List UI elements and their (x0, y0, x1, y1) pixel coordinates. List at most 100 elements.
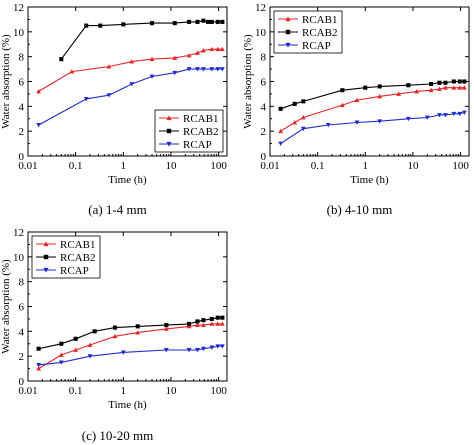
legend-label-rcap: RCAP (302, 40, 331, 52)
data-point-rcab2 (149, 21, 155, 26)
x-tick-label: 0.01 (18, 385, 37, 397)
data-point-rcap (201, 67, 206, 72)
data-point-rcap (129, 82, 135, 87)
data-point-rcab2 (36, 346, 41, 351)
data-point-rcab1 (106, 64, 112, 69)
data-point-rcab2 (363, 85, 368, 90)
x-tick-label: 10 (165, 385, 177, 397)
legend-label-rcap: RCAP (183, 139, 212, 151)
legend-marker-rcab2 (43, 254, 49, 260)
legend-label-rcab1: RCAB1 (60, 239, 95, 251)
series-line-rcab2 (38, 317, 223, 350)
y-tick-label: 12 (13, 227, 24, 239)
data-point-rcab1 (215, 46, 221, 52)
data-point-rcab2 (220, 315, 225, 320)
data-point-rcap (186, 348, 192, 353)
data-point-rcap (36, 123, 42, 128)
legend-label-rcap: RCAP (60, 265, 89, 277)
y-tick-label: 4 (261, 101, 267, 113)
data-point-rcab2 (215, 19, 220, 24)
data-point-rcab2 (201, 18, 206, 23)
data-point-rcab2 (457, 79, 462, 84)
data-point-rcab2 (220, 19, 225, 24)
data-point-rcab2 (84, 23, 89, 28)
panel-caption: (c) 10-20 mm (82, 428, 153, 443)
y-tick-label: 8 (19, 277, 25, 289)
series-line-rcap (38, 345, 223, 366)
data-point-rcap (451, 111, 457, 117)
data-point-rcab1 (135, 330, 141, 335)
data-point-rcab2 (59, 57, 64, 62)
data-point-rcab1 (112, 333, 118, 339)
y-tick-label: 8 (19, 52, 25, 64)
x-tick-label: 10 (165, 160, 177, 172)
data-point-rcab1 (443, 85, 448, 90)
data-point-rcab1 (461, 85, 467, 90)
data-point-rcab1 (219, 46, 225, 52)
data-point-rcab1 (201, 322, 206, 328)
legend-label-rcab1: RCAB1 (183, 113, 218, 125)
data-point-rcab1 (36, 366, 42, 371)
data-point-rcab2 (429, 81, 434, 87)
series-line-rcab1 (280, 87, 465, 132)
data-point-rcab1 (69, 69, 75, 74)
series-line-rcap (280, 111, 465, 145)
x-tick-label: 0.1 (69, 385, 83, 397)
y-tick-label: 8 (261, 52, 267, 64)
data-point-rcap (443, 113, 448, 118)
data-point-rcab2 (121, 22, 126, 27)
data-point-rcap (106, 93, 112, 98)
x-tick-label: 0.1 (69, 160, 83, 172)
data-point-rcab2 (73, 336, 78, 341)
chart-panel-c: 0 2 4 6 8 10 12 0.01 0.1 1 10 100 Time (h) Water abso… (0, 227, 228, 443)
y-tick-label: 2 (19, 126, 25, 138)
legend-label-rcab2: RCAB2 (302, 27, 337, 39)
data-point-rcab1 (172, 55, 178, 60)
data-point-rcap (424, 115, 430, 120)
data-point-rcab1 (209, 321, 215, 326)
data-point-rcab1 (186, 53, 192, 58)
data-point-rcab1 (354, 97, 360, 103)
data-point-rcap (278, 141, 284, 146)
data-point-rcab2 (187, 19, 192, 24)
x-axis-label: Time (h) (350, 174, 389, 186)
data-point-rcab1 (186, 323, 192, 329)
data-point-rcap (120, 350, 126, 355)
y-tick-label: 4 (19, 326, 25, 338)
data-point-rcab1 (278, 128, 284, 134)
data-point-rcab1 (339, 102, 345, 108)
legend-label-rcab2: RCAB2 (183, 126, 218, 138)
data-point-rcap (186, 67, 192, 72)
data-point-rcab2 (292, 101, 297, 106)
legend-marker-rcap (43, 267, 49, 273)
data-point-rcap (215, 67, 221, 72)
data-point-rcab2 (92, 329, 97, 334)
data-point-rcap (405, 116, 411, 122)
data-point-rcab1 (195, 322, 200, 328)
y-tick-label: 0 (261, 151, 267, 163)
data-point-rcab2 (201, 318, 206, 323)
data-point-rcab2 (112, 325, 118, 330)
legend-label-rcab2: RCAB2 (60, 252, 95, 264)
legend-marker-rcap (166, 141, 172, 147)
data-point-rcab2 (195, 319, 200, 324)
data-point-rcap (437, 113, 442, 118)
data-point-rcab1 (428, 87, 434, 93)
data-point-rcab1 (451, 85, 457, 90)
y-tick-label: 2 (261, 126, 267, 138)
series-line-rcab2 (280, 80, 465, 110)
x-tick-label: 0.01 (260, 160, 279, 172)
data-point-rcap (219, 344, 225, 349)
legend-marker-rcab1 (285, 16, 291, 22)
data-point-rcap (219, 67, 225, 72)
data-point-rcab2 (301, 99, 306, 104)
y-tick-label: 12 (13, 2, 24, 14)
y-tick-label: 10 (255, 27, 267, 39)
data-point-rcab2 (187, 321, 192, 326)
y-axis-label: Water absorption (%) (0, 34, 12, 129)
legend-label-rcab1: RCAB1 (302, 14, 337, 26)
data-point-rcap (209, 67, 215, 72)
